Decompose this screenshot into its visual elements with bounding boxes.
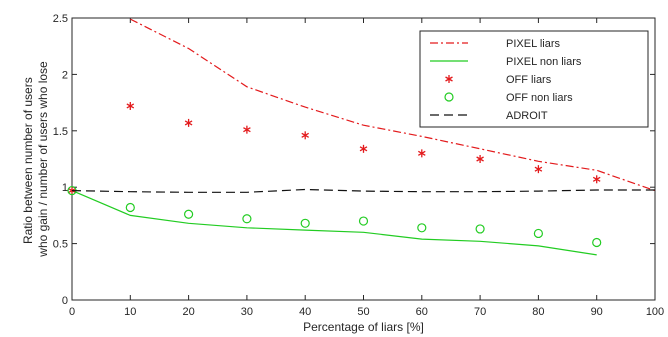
- legend-label-1: PIXEL non liars: [506, 56, 582, 68]
- off-non-liars-point: [475, 224, 485, 234]
- off-liars-point: [534, 165, 543, 174]
- off-non-liars-point: [184, 209, 194, 219]
- y-tick-label: 0.5: [53, 239, 68, 251]
- off-liars-point: [359, 144, 368, 153]
- x-tick-label: 60: [416, 306, 428, 318]
- series-layer: [67, 18, 656, 256]
- y-tick-label: 1.5: [53, 126, 68, 138]
- legend-swatch-3: [444, 92, 454, 102]
- x-axis-label: Percentage of liars [%]: [303, 320, 424, 334]
- off-liars-point: [243, 125, 251, 134]
- x-tick-label: 80: [532, 306, 544, 318]
- off-liars-point: [184, 118, 193, 127]
- legend: PIXEL liars PIXEL non liars OFF liars OFF n…: [419, 30, 649, 128]
- legend-label-4: ADROIT: [506, 110, 548, 122]
- off-non-liars-point: [533, 228, 544, 239]
- x-tick-label: 100: [646, 306, 664, 318]
- x-tick-label: 20: [182, 306, 194, 318]
- off-liars-point: [592, 175, 601, 184]
- y-axis-label-line-2: who gain / number of users who lose: [36, 61, 50, 258]
- off-liars-point: [476, 155, 484, 163]
- series-line-1: [71, 190, 597, 256]
- series-line-0: [130, 18, 656, 192]
- x-tick-label: 30: [241, 306, 253, 318]
- off-non-liars-point: [417, 223, 427, 233]
- off-liars-point: [417, 149, 426, 158]
- y-axis-label: Ratio between number of users who gain /…: [21, 61, 50, 258]
- legend-label-0: PIXEL liars: [506, 38, 561, 50]
- x-tick-label: 90: [591, 306, 603, 318]
- off-liars-point: [301, 131, 310, 140]
- y-tick-label: 1: [62, 182, 68, 194]
- axes: 0 10 20 30 40 50 60 70 80 90 100 0 0.5 1 1.5 2 2.5: [53, 13, 664, 318]
- legend-label-3: OFF non liars: [506, 92, 573, 104]
- x-tick-label: 0: [69, 306, 75, 318]
- y-tick-label: 0: [62, 295, 68, 307]
- y-tick-label: 2: [62, 69, 68, 81]
- legend-label-2: OFF liars: [506, 74, 552, 86]
- legend-box: [419, 30, 649, 128]
- x-tick-label: 40: [299, 306, 311, 318]
- y-tick-label: 2.5: [53, 13, 68, 25]
- x-tick-label: 70: [474, 306, 486, 318]
- off-liars-point: [126, 101, 135, 110]
- off-non-liars-point: [300, 218, 310, 228]
- x-tick-label: 50: [357, 306, 369, 318]
- off-non-liars-point: [592, 237, 602, 248]
- legend-swatch-2: [445, 75, 453, 83]
- off-non-liars-point: [125, 202, 135, 213]
- y-axis-label-line-1: Ratio between number of users: [21, 77, 35, 244]
- off-non-liars-point: [358, 216, 369, 226]
- x-tick-label: 10: [124, 306, 136, 318]
- off-non-liars-point: [242, 214, 252, 224]
